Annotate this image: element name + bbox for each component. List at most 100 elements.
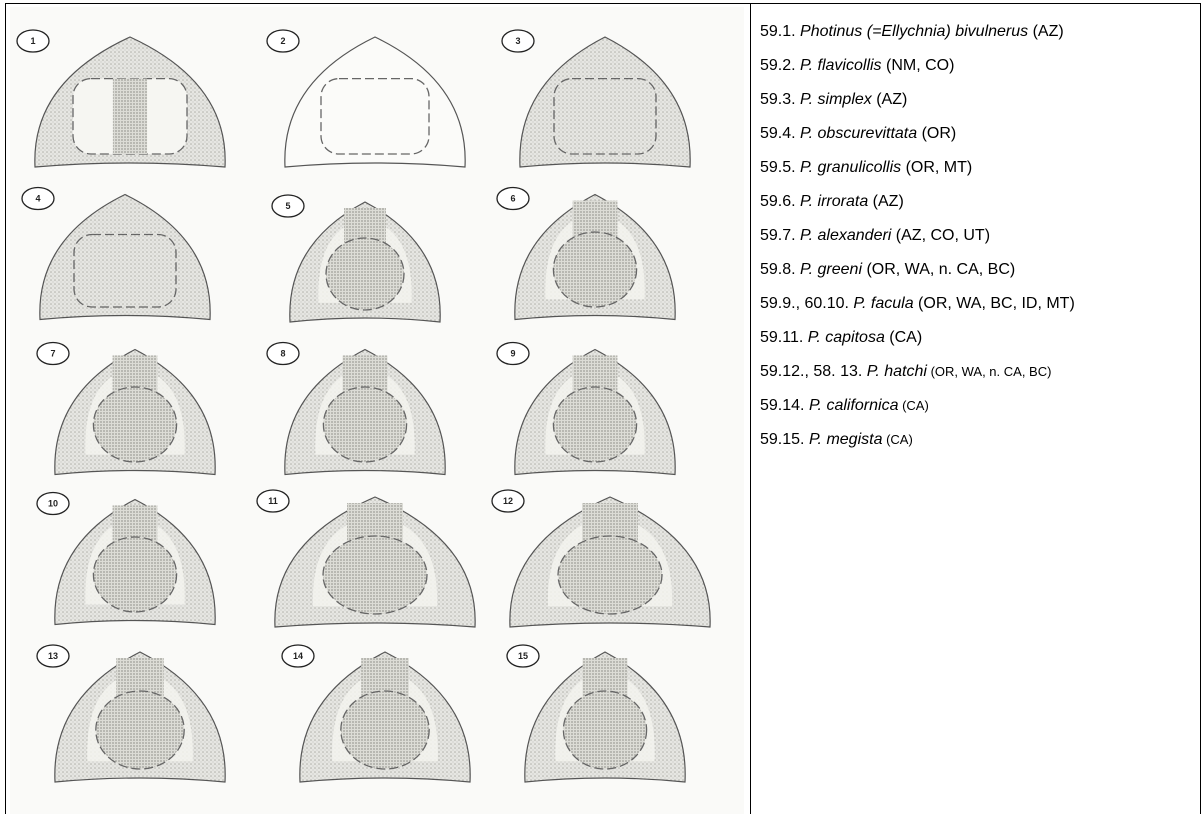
locality: (AZ)	[1028, 23, 1064, 40]
figure-number: 2	[280, 36, 285, 46]
disc-spot	[325, 237, 405, 311]
caption-number: 59.12., 58. 13.	[760, 363, 867, 380]
figure-number-badge	[21, 186, 55, 211]
pronotum-drawing: 14	[281, 644, 471, 783]
species-name: P. facula	[853, 295, 914, 312]
caption-number: 59.4.	[760, 125, 801, 142]
figure-number-badge	[281, 644, 315, 668]
figure-number: 10	[48, 499, 58, 509]
species-name: Photinus (=Ellychnia) bivulnerus	[800, 23, 1029, 40]
caption-item: 59.5. P. granulicollis (OR, MT)	[760, 158, 1200, 192]
figure-number-badge	[496, 186, 530, 211]
caption-item: 59.9., 60.10. P. facula (OR, WA, BC, ID,…	[760, 294, 1200, 328]
pronotum-drawing: 5	[271, 194, 441, 323]
pronotum-drawing: 12	[491, 489, 711, 628]
species-name: P. obscurevittata	[800, 125, 918, 142]
disc-spot	[557, 535, 663, 615]
figure-number: 8	[280, 349, 285, 359]
figure-number-badge	[491, 489, 525, 513]
disc-outline	[553, 77, 657, 155]
locality: (OR, WA, n. CA, BC)	[926, 364, 1052, 379]
caption-item: 59.14. P. californica (CA)	[760, 396, 1200, 430]
species-name: P. megista	[808, 431, 883, 448]
disc-outline	[73, 233, 177, 308]
pronotum-drawing: 7	[36, 341, 216, 476]
pronotum-drawing: 4	[21, 186, 211, 321]
caption-number: 59.9., 60.10.	[760, 295, 854, 312]
pronotum-drawing: 1	[16, 29, 226, 168]
figure-number-badge	[266, 341, 300, 366]
disc-spot	[552, 386, 638, 463]
locality: (OR, WA, BC, ID, MT)	[913, 295, 1075, 312]
locality: (NM, CO)	[881, 57, 955, 74]
caption-number: 59.14.	[760, 397, 809, 414]
caption-number: 59.7.	[760, 227, 801, 244]
disc-spot	[322, 535, 428, 615]
caption-number: 59.15.	[760, 431, 809, 448]
figure-number: 13	[48, 651, 58, 661]
locality: (AZ)	[871, 91, 908, 108]
caption-number: 59.2.	[760, 57, 801, 74]
figure-number: 9	[510, 349, 515, 359]
caption-item: 59.3. P. simplex (AZ)	[760, 90, 1200, 124]
species-name: P. simplex	[800, 91, 872, 108]
figure-number: 5	[285, 201, 290, 211]
caption-number: 59.6.	[760, 193, 801, 210]
disc-spot	[95, 690, 185, 770]
pronotum-outline	[284, 36, 466, 168]
pronotum-outline	[39, 193, 211, 321]
locality: (AZ)	[868, 193, 904, 210]
species-name: P. capitosa	[807, 329, 885, 346]
figure-number-badge	[266, 29, 300, 53]
caption-item: 59.4. P. obscurevittata (OR)	[760, 124, 1200, 158]
figure-number: 7	[50, 349, 55, 359]
disc-outline	[320, 77, 430, 155]
pronotum-drawing: 2	[266, 29, 466, 168]
pronotum-outline	[519, 36, 691, 168]
figure-number-badge	[271, 194, 305, 218]
species-name: P. californica	[808, 397, 899, 414]
figure-number-badge	[36, 341, 70, 366]
caption-item: 59.8. P. greeni (OR, WA, n. CA, BC)	[760, 260, 1200, 294]
pronotum-drawing: 11	[256, 489, 476, 628]
figure-number: 1	[30, 36, 35, 46]
species-name: P. irrorata	[800, 193, 869, 210]
disc-spot	[340, 690, 430, 770]
figure-number: 11	[268, 496, 278, 506]
median-stripe	[112, 78, 148, 154]
caption-item: 59.7. P. alexanderi (AZ, CO, UT)	[760, 226, 1200, 260]
pronotum-drawing: 9	[496, 341, 676, 476]
pronotum-drawing: 10	[36, 491, 216, 626]
species-name: P. alexanderi	[800, 227, 892, 244]
caption-number: 59.1.	[760, 23, 801, 40]
species-name: P. flavicollis	[800, 57, 882, 74]
figure-number: 4	[35, 194, 40, 204]
pronotum-drawing: 8	[266, 341, 446, 476]
figure-number: 12	[503, 496, 513, 506]
caption-item: 59.6. P. irrorata (AZ)	[760, 192, 1200, 226]
disc-spot	[92, 386, 178, 463]
locality: (OR, MT)	[901, 159, 973, 176]
figure-number: 14	[293, 651, 303, 661]
figure-number-badge	[506, 644, 540, 668]
figure-number: 6	[510, 194, 515, 204]
species-name: P. hatchi	[866, 363, 927, 380]
locality: (CA)	[884, 329, 923, 346]
figure-number: 15	[518, 651, 528, 661]
locality: (OR, WA, n. CA, BC)	[862, 261, 1016, 278]
figure-number-badge	[36, 491, 70, 516]
caption-item: 59.11. P. capitosa (CA)	[760, 328, 1200, 362]
pronotum-drawing: 6	[496, 186, 676, 321]
pronotum-drawing: 13	[36, 644, 226, 783]
caption-list: 59.1. Photinus (=Ellychnia) bivulnerus (…	[760, 22, 1200, 464]
pronotum-figure-plate: 1 2 3 4 5 6 7 8 9 10 11 12 13 14 15	[10, 7, 744, 814]
figure-number-badge	[256, 489, 290, 513]
disc-spot	[322, 386, 408, 463]
caption-item: 59.1. Photinus (=Ellychnia) bivulnerus (…	[760, 22, 1200, 56]
disc-spot	[552, 231, 638, 308]
caption-number: 59.11.	[760, 329, 808, 346]
caption-item: 59.2. P. flavicollis (NM, CO)	[760, 56, 1200, 90]
disc-spot	[562, 690, 648, 770]
